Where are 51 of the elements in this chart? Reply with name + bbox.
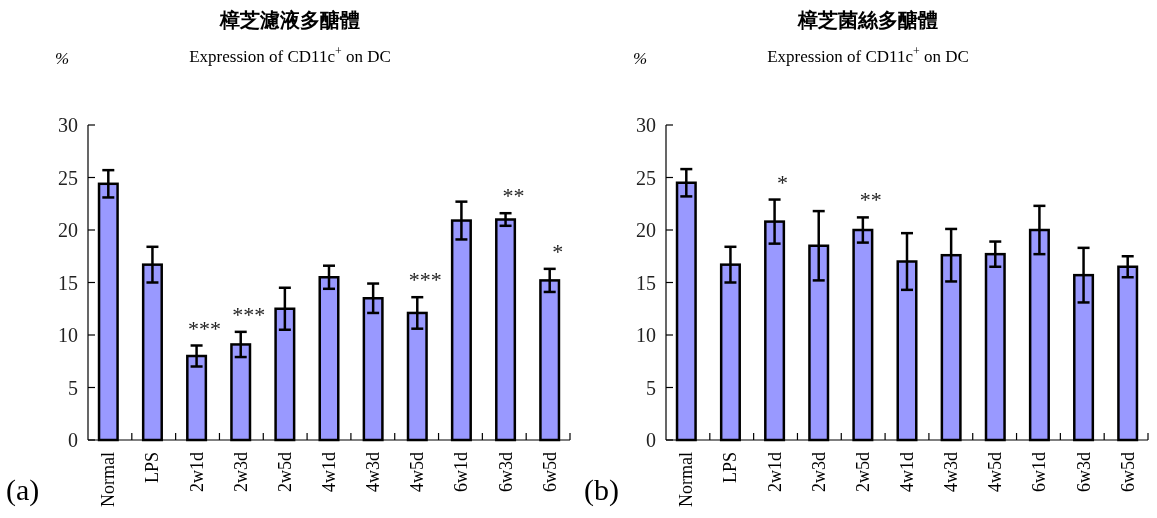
x-tick-label: 2w3d	[808, 452, 829, 492]
x-tick-label: 6w5d	[1117, 452, 1138, 492]
x-tick-label: 2w1d	[186, 452, 207, 492]
x-tick-label: 6w5d	[539, 452, 560, 492]
x-tick-label: Normal	[98, 452, 119, 507]
x-tick-label: 2w3d	[230, 452, 251, 492]
x-tick-label: 6w1d	[1029, 452, 1050, 492]
x-tick-label: 6w1d	[451, 452, 472, 492]
y-tick-label: 30	[636, 114, 656, 136]
y-tick-label: 10	[58, 324, 78, 346]
x-tick-label: 4w5d	[407, 452, 428, 492]
y-tick-label: 25	[636, 166, 656, 189]
text: (b)	[584, 473, 619, 507]
annotation: *	[777, 169, 789, 195]
x-tick-label: 4w5d	[985, 452, 1006, 492]
y-tick-label: 0	[68, 429, 78, 451]
annotation: ***	[232, 301, 266, 327]
y-tick-label: 10	[636, 324, 656, 346]
x-tick-label: 4w3d	[363, 452, 384, 492]
y-axis-title: %	[54, 49, 70, 68]
y-tick-label: 0	[646, 429, 656, 451]
x-tick-label: 6w3d	[1073, 452, 1094, 492]
x-tick-label: 4w1d	[897, 452, 917, 492]
y-axis-title: %	[632, 49, 648, 68]
x-tick-label: 2w1d	[764, 452, 785, 492]
annotation: *	[552, 238, 564, 264]
annotation: ***	[188, 315, 222, 341]
y-tick-label: 15	[636, 271, 656, 294]
y-tick-label: 25	[58, 166, 78, 189]
chart-subtitle: Expression of CD11c$^{+}$ on DC	[767, 44, 969, 66]
x-tick-label: 2w5d	[274, 452, 295, 492]
text: (a)	[6, 473, 40, 507]
annotation: **	[859, 187, 882, 213]
x-tick-label: LPS	[142, 452, 163, 484]
annotation: ***	[408, 267, 442, 293]
x-tick-label: 2w5d	[852, 452, 873, 492]
x-tick-label: 4w3d	[941, 452, 962, 492]
chart-title: 樟芝濾液多醣體	[219, 9, 360, 31]
y-tick-label: 20	[636, 219, 656, 241]
x-tick-label: 4w1d	[319, 452, 339, 492]
x-tick-label: 6w3d	[495, 452, 516, 492]
chart-subtitle: Expression of CD11c$^{+}$ on DC	[189, 44, 391, 66]
y-tick-label: 30	[58, 114, 78, 136]
y-tick-label: 20	[58, 219, 78, 241]
y-tick-label: 5	[68, 376, 78, 399]
annotation: **	[502, 183, 525, 209]
chart-title: 樟芝菌絲多醣體	[797, 9, 938, 31]
x-tick-label: Normal	[676, 452, 697, 507]
y-tick-label: 5	[646, 376, 656, 399]
y-tick-label: 15	[58, 271, 78, 294]
x-tick-label: LPS	[720, 452, 741, 484]
